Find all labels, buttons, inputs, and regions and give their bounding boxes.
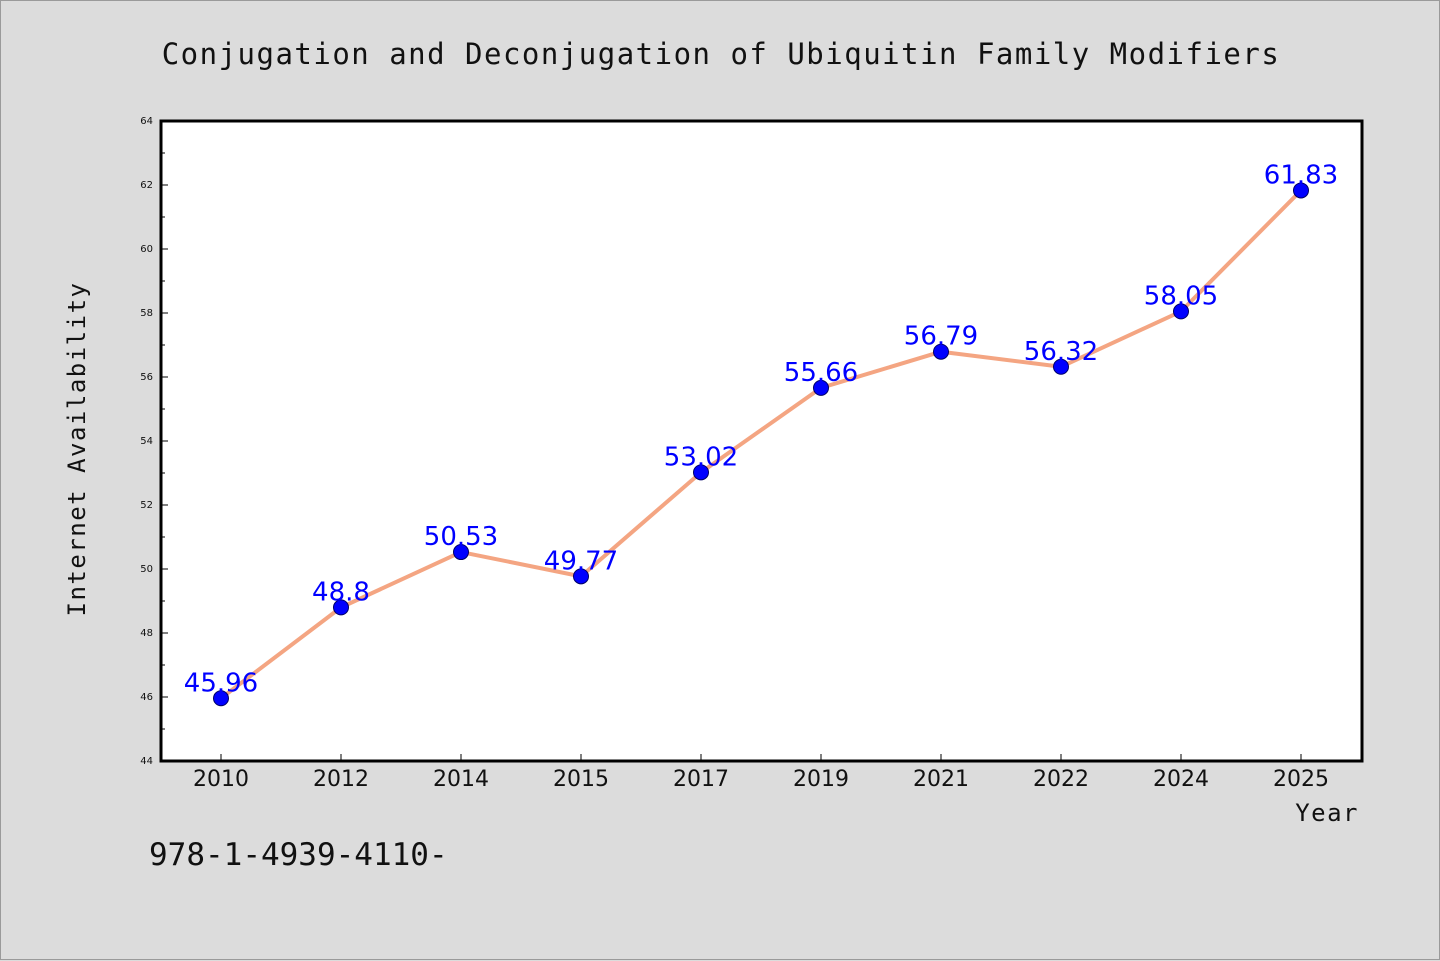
y-tick-label: 58	[140, 308, 153, 319]
data-labels: 45.96 48.8 50.53 49.77 53.02 55.66 56.79 56.32 5…	[184, 160, 1338, 698]
x-axis-label: Year	[1295, 799, 1359, 827]
data-label: 50.53	[424, 522, 498, 552]
data-label: 56.79	[904, 322, 978, 352]
data-label: 53.02	[664, 442, 738, 472]
x-tick-label: 2022	[1033, 767, 1089, 792]
y-tick-label: 60	[140, 244, 153, 255]
x-tick-label: 2017	[673, 767, 729, 792]
data-point	[453, 544, 469, 561]
x-tick-label: 2019	[793, 767, 849, 792]
series-line	[219, 189, 1303, 700]
data-point	[693, 464, 709, 481]
plot-area	[159, 119, 1364, 763]
data-point	[1293, 182, 1309, 199]
data-point	[213, 690, 229, 707]
series-layer	[213, 182, 1309, 707]
x-tick-label: 2024	[1153, 767, 1209, 792]
y-tick-label: 46	[140, 692, 153, 703]
data-point	[573, 568, 589, 585]
data-label: 49.77	[544, 546, 618, 576]
y-tick-label: 56	[140, 372, 153, 383]
y-axis-ticks: 44 46 48 50 52 54 56 58 60 62 64	[140, 116, 168, 767]
x-tick-label: 2012	[313, 767, 369, 792]
y-tick-label: 64	[140, 116, 153, 127]
data-point	[813, 379, 829, 396]
chart-title: Conjugation and Deconjugation of Ubiquit…	[162, 37, 1281, 71]
data-label: 45.96	[184, 668, 258, 698]
data-label: 48.8	[312, 577, 370, 607]
y-tick-label: 44	[140, 756, 153, 767]
y-tick-label: 48	[140, 628, 153, 639]
data-point	[1053, 358, 1069, 375]
x-tick-label: 2025	[1273, 767, 1329, 792]
y-axis-label: Internet Availability	[63, 282, 91, 617]
x-axis-ticks: 2010 2012 2014 2015 2017 2019 2021 2022 2024 2025	[193, 754, 1329, 792]
data-label: 56.32	[1024, 337, 1098, 367]
data-label: 55.66	[784, 358, 858, 388]
data-label: 58.05	[1144, 281, 1218, 311]
x-tick-label: 2010	[193, 767, 249, 792]
y-tick-label: 54	[140, 436, 153, 447]
data-point	[1173, 303, 1189, 320]
y-tick-label: 62	[140, 180, 153, 191]
data-label: 61.83	[1264, 160, 1338, 190]
data-point	[933, 343, 949, 360]
x-tick-label: 2015	[553, 767, 609, 792]
x-tick-label: 2021	[913, 767, 969, 792]
y-tick-label: 52	[140, 500, 153, 511]
footnote-text: 978-1-4939-4110-	[149, 837, 448, 873]
data-point	[333, 599, 349, 616]
y-tick-label: 50	[140, 564, 153, 575]
x-tick-label: 2014	[433, 767, 489, 792]
